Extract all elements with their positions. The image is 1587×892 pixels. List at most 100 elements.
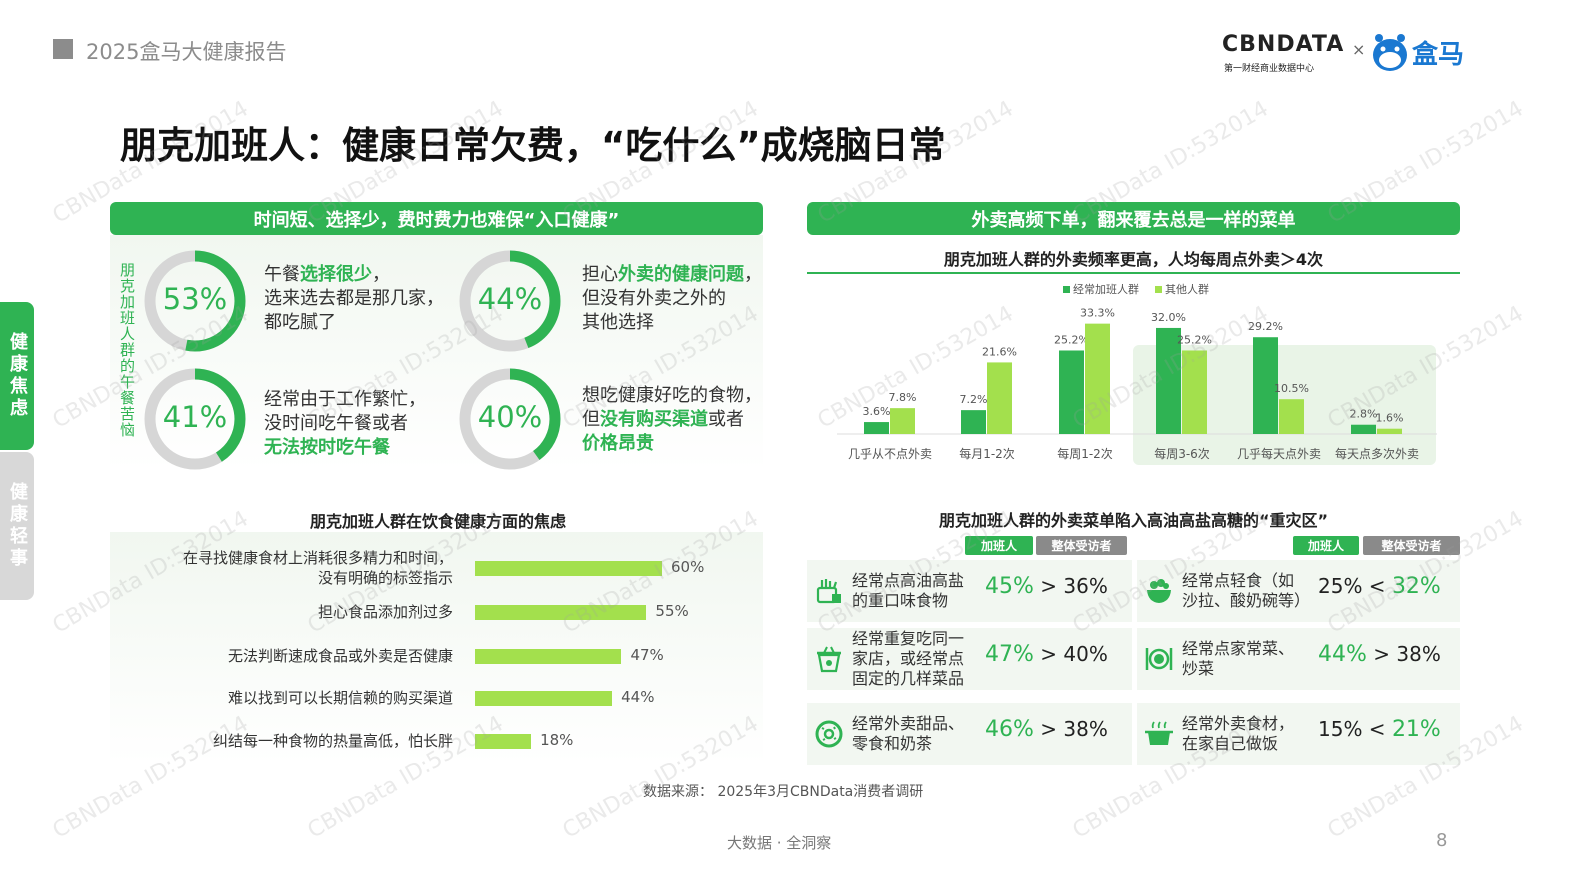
menu-text-line: 零食和奶茶 <box>852 734 933 753</box>
worry-line: 无法按时吃午餐 <box>264 436 426 460</box>
worries-side-label: 朋克加班人群的午餐苦恼 <box>118 262 136 438</box>
concern-bar <box>475 649 622 664</box>
menu-text-line: 沙拉、酸奶碗等） <box>1182 591 1311 610</box>
menu-text-line: 在家自己做饭 <box>1182 734 1279 753</box>
menu-comparison: 25% < 32% <box>1318 574 1441 599</box>
overtime-value: 44% <box>1318 642 1367 667</box>
overtime-value: 15% <box>1318 717 1363 741</box>
plate-cutlery-icon <box>1145 648 1173 670</box>
concerns-title: 朋克加班人群在饮食健康方面的焦虑 <box>310 512 567 531</box>
menu-text-line: 经常点高油高盐 <box>852 571 965 590</box>
hema-logo-text: 盒马 <box>1412 40 1465 70</box>
bar-others <box>890 408 915 434</box>
bar-value-label: 1.6% <box>1376 412 1404 425</box>
worry-line: 选来选去都是那几家， <box>264 287 444 311</box>
menu-title: 朋克加班人群的外卖菜单陷入高油高盐高糖的“重灾区” <box>938 511 1329 530</box>
worry-segment: 其他选择 <box>582 312 654 333</box>
concern-value: 44% <box>621 688 655 706</box>
concern-label: 在寻找健康食材上消耗很多精力和时间， 没有明确的标签指示 <box>183 548 453 588</box>
worry-highlight: 没有购买渠道 <box>600 409 708 430</box>
worry-highlight: 价格昂贵 <box>582 433 654 454</box>
worry-segment: 没时间吃午餐或者 <box>264 413 408 434</box>
bar-value-label: 2.8% <box>1350 408 1378 421</box>
frequency-title-underline <box>807 272 1460 274</box>
worry-segment: 选来选去都是那几家， <box>264 288 444 309</box>
x-tick-label: 几乎从不点外卖 <box>848 447 932 461</box>
concern-label: 难以找到可以长期信赖的购买渠道 <box>228 688 453 708</box>
worry-segment: 但 <box>582 409 600 430</box>
worry-text-1: 午餐选择很少， 选来选去都是那几家， 都吃腻了 <box>264 263 444 335</box>
bar-others <box>1377 428 1402 434</box>
x-tick-label: 每天点多次外卖 <box>1335 446 1419 461</box>
page-number: 8 <box>1436 830 1448 851</box>
worry-line: 担心外卖的健康问题， <box>582 263 762 287</box>
donut-chart-2 <box>459 250 561 352</box>
worry-line: 其他选择 <box>582 311 762 335</box>
bar-value-label: 3.6% <box>863 405 891 418</box>
right-panel-title: 外卖高频下单，翻来覆去总是一样的菜单 <box>807 202 1460 235</box>
menu-text-line: 经常点轻食（如 <box>1182 571 1295 590</box>
all-respondents-value: 38% <box>1396 642 1441 666</box>
worry-text-4: 想吃健康好吃的食物， 但没有购买渠道或者 价格昂贵 <box>582 384 762 456</box>
logo-times: × <box>1352 40 1366 59</box>
concern-value: 55% <box>655 602 689 620</box>
bar-value-label: 10.5% <box>1274 382 1309 395</box>
bar-overtime <box>1351 424 1376 434</box>
menu-item-text: 经常外卖食材， 在家自己做饭 <box>1182 714 1294 754</box>
worry-segment: 经常由于工作繁忙， <box>264 389 426 410</box>
donut-arc <box>459 250 561 352</box>
tag-all-left: 整体受访者 <box>1036 536 1127 555</box>
worry-line: 经常由于工作繁忙， <box>264 388 426 412</box>
worry-line: 午餐选择很少， <box>264 263 444 287</box>
tag-overtime-left: 加班人 <box>965 536 1033 555</box>
menu-text-line: 经常外卖食材， <box>1182 714 1295 733</box>
comparison-operator: < <box>1362 717 1392 741</box>
data-source: 数据来源： 2025年3月CBNData消费者调研 <box>643 784 924 800</box>
concern-bar <box>475 561 662 576</box>
concern-value: 60% <box>671 558 705 576</box>
concern-label-line: 没有明确的标签指示 <box>317 569 453 587</box>
hema-hippo-icon <box>1373 34 1407 71</box>
menu-item-text: 经常点轻食（如 沙拉、酸奶碗等） <box>1182 571 1310 611</box>
donut-percentage: 53% <box>162 282 228 316</box>
all-respondents-value: 32% <box>1391 574 1441 599</box>
menu-comparison: 15% < 21% <box>1318 717 1441 742</box>
menu-item-text: 经常点高油高盐 的重口味食物 <box>852 571 964 611</box>
concern-label-line: 无法判断速成食品或外卖是否健康 <box>227 647 453 665</box>
worry-segment: 担心 <box>582 264 618 285</box>
header-marker <box>53 39 73 59</box>
side-tab-health-anxiety[interactable]: 健康焦虑 <box>0 302 34 450</box>
worry-segment: ， <box>372 264 390 285</box>
frequency-chart-title: 朋克加班人群的外卖频率更高，人均每周点外卖＞4次 <box>943 250 1324 269</box>
menu-card <box>1137 703 1460 765</box>
worry-segment: 但没有外卖之外的 <box>582 288 726 309</box>
bar-overtime <box>1156 327 1181 434</box>
comparison-operator: > <box>1366 642 1397 666</box>
worry-highlight: 选择很少 <box>300 264 372 285</box>
menu-text-line: 经常外卖甜品、 <box>852 714 965 733</box>
worry-segment: 午餐 <box>264 264 300 285</box>
concern-value: 18% <box>540 731 574 749</box>
bar-value-label: 21.6% <box>982 345 1017 358</box>
side-tab-health-light[interactable]: 健康轻事 <box>0 452 34 600</box>
donut-percentage: 41% <box>162 400 228 434</box>
all-respondents-value: 36% <box>1063 574 1108 598</box>
concern-label: 纠结每一种食物的热量高低，怕长胖 <box>213 731 453 751</box>
worry-segment: 或者 <box>708 409 744 430</box>
menu-card <box>1137 628 1460 690</box>
legend-overtime-label: 经常加班人群 <box>1073 283 1139 296</box>
bar-value-label: 25.2% <box>1177 333 1212 346</box>
bar-others <box>1085 323 1110 434</box>
concern-bar <box>475 734 532 749</box>
x-tick-label: 每月1-2次 <box>959 446 1015 461</box>
menu-text-line: 经常重复吃同一 <box>852 629 965 648</box>
concern-bar <box>475 691 613 706</box>
donut-percentage: 44% <box>477 282 543 316</box>
bar-others <box>1279 399 1304 434</box>
tag-overtime-right: 加班人 <box>1293 536 1359 555</box>
donut-icon <box>815 720 843 748</box>
worry-text-3: 经常由于工作繁忙， 没时间吃午餐或者 无法按时吃午餐 <box>264 388 426 460</box>
menu-card <box>807 628 1132 690</box>
comparison-operator: > <box>1033 642 1064 666</box>
worry-line: 价格昂贵 <box>582 432 762 456</box>
